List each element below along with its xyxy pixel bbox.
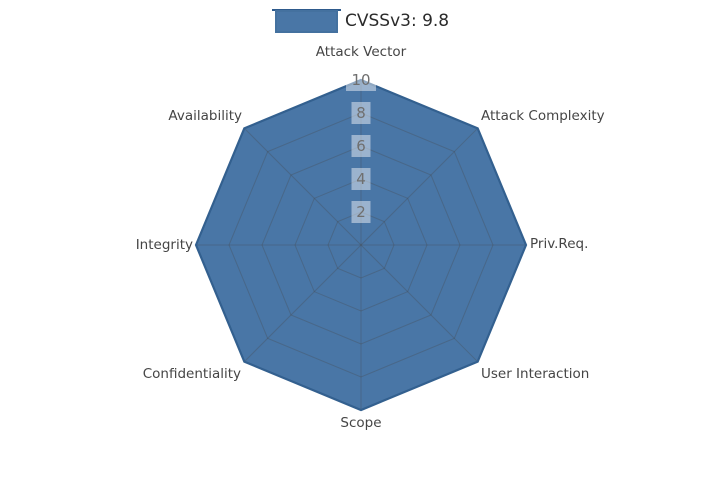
- radar-grid-ring-2: [327, 211, 395, 279]
- axis-label-scope: Scope: [340, 415, 381, 431]
- axis-label-user-interaction: User Interaction: [481, 366, 589, 382]
- axis-label-confidentiality: Confidentiality: [143, 366, 241, 382]
- legend-label: CVSSv3: 9.8: [345, 11, 450, 31]
- radial-tick-box-4: [351, 168, 371, 190]
- radar-grid-ring-8: [228, 112, 494, 378]
- radial-tick-label-8: 8: [356, 104, 366, 122]
- radial-tick-box-2: [351, 201, 371, 223]
- radial-tick-box-6: [351, 135, 371, 157]
- axis-label-integrity: Integrity: [136, 237, 193, 253]
- radar-spoke-availability: [243, 127, 362, 246]
- axis-label-availability: Availability: [168, 108, 242, 124]
- radar-data-fill: [196, 80, 526, 410]
- radar-grid-ring-6: [261, 145, 461, 345]
- radar-grid-ring-4: [294, 178, 428, 312]
- radial-tick-label-4: 4: [356, 170, 366, 188]
- axis-label-priv-req: Priv.Req.: [530, 236, 588, 252]
- radar-spoke-user-interaction: [360, 244, 479, 363]
- radar-spoke-attack-complexity: [360, 127, 479, 246]
- legend-swatch: [275, 10, 338, 33]
- radial-tick-label-6: 6: [356, 137, 366, 155]
- radar-data-outline: [194, 78, 528, 412]
- axis-label-attack-vector: Attack Vector: [316, 44, 407, 60]
- radial-tick-label-2: 2: [356, 203, 366, 221]
- radial-tick-box-10: [346, 69, 376, 91]
- radial-tick-box-8: [351, 102, 371, 124]
- radar-spoke-confidentiality: [243, 244, 362, 363]
- axis-label-attack-complexity: Attack Complexity: [481, 108, 605, 124]
- radial-tick-label-10: 10: [351, 71, 370, 89]
